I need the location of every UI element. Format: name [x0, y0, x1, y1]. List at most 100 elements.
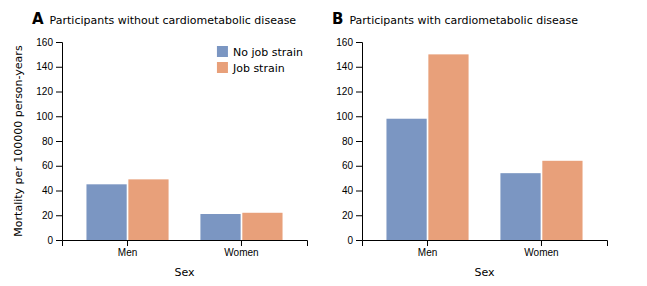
panel: 0 20 40 60 80 100 120 140 160 Men Women Sex Mortalit… — [12, 10, 308, 279]
legend-label: Job strain — [232, 62, 285, 75]
chart: 0 20 40 60 80 100 120 140 160 Men Women Sex Mortalit… — [0, 0, 647, 286]
bar — [428, 54, 468, 240]
panel-title: Participants without cardiometabolic dis… — [50, 14, 297, 27]
tick: 160 — [36, 37, 62, 48]
tick-label: 60 — [42, 160, 54, 171]
panel: 0 20 40 60 80 100 120 140 160 Men Women Sex B Partici… — [332, 10, 608, 279]
bar-series — [428, 54, 582, 240]
tick-mark — [427, 240, 428, 246]
tick-label: Men — [418, 247, 437, 258]
legend-item: No job strain — [217, 46, 303, 59]
panel-letter: A — [32, 10, 44, 28]
plot-area — [86, 179, 282, 240]
x-axis-title: Sex — [174, 266, 195, 279]
tick-label: 0 — [347, 235, 353, 246]
tick-mark — [356, 215, 362, 216]
tick: 0 — [47, 235, 62, 246]
tick-label: 80 — [342, 136, 354, 147]
tick-mark — [56, 191, 62, 192]
legend-swatch — [217, 46, 228, 57]
tick-label: 160 — [336, 37, 353, 48]
tick-mark — [56, 215, 62, 216]
tick-mark — [356, 92, 362, 93]
tick-mark — [56, 141, 62, 142]
bar — [386, 119, 426, 240]
panel-title: Participants with cardiometabolic diseas… — [349, 14, 578, 27]
bar — [128, 179, 168, 240]
y-axis-title: Mortality per 100000 person-years — [12, 45, 25, 237]
legend-swatch — [217, 62, 228, 73]
plot-area — [386, 54, 582, 240]
tick: 60 — [342, 160, 362, 171]
y-axis: 0 20 40 60 80 100 120 140 160 — [36, 37, 62, 246]
tick-mark — [127, 240, 128, 246]
tick-mark — [356, 42, 362, 43]
tick: 160 — [336, 37, 362, 48]
legend-item: Job strain — [217, 62, 285, 75]
tick: 100 — [336, 111, 362, 122]
bar-series — [128, 179, 282, 240]
tick-mark — [356, 141, 362, 142]
tick: 140 — [36, 61, 62, 72]
tick-mark — [56, 92, 62, 93]
tick: 100 — [36, 111, 62, 122]
tick-label: 140 — [336, 61, 353, 72]
bar — [500, 173, 540, 240]
tick-mark — [356, 240, 362, 241]
bar — [200, 214, 240, 240]
tick-label: 40 — [42, 185, 54, 196]
tick: 20 — [42, 210, 62, 221]
axis-line — [363, 241, 608, 247]
tick-label: 140 — [36, 61, 53, 72]
tick: Men — [418, 240, 437, 258]
tick-label: 60 — [342, 160, 354, 171]
tick-label: Women — [224, 247, 258, 258]
tick-label: 120 — [336, 86, 353, 97]
bar — [542, 161, 582, 240]
axis-line — [56, 43, 63, 241]
tick: 120 — [336, 86, 362, 97]
legend-label: No job strain — [233, 46, 303, 59]
tick: 80 — [42, 136, 62, 147]
tick: 140 — [336, 61, 362, 72]
tick-mark — [56, 67, 62, 68]
tick-label: 100 — [336, 111, 353, 122]
tick: Women — [524, 240, 558, 258]
tick-mark — [241, 240, 242, 246]
x-axis: Men Women — [363, 240, 608, 258]
tick-mark — [356, 67, 362, 68]
panel-letter: B — [332, 10, 343, 28]
bar — [242, 213, 282, 240]
tick: 80 — [342, 136, 362, 147]
tick-label: 100 — [36, 111, 53, 122]
tick: 60 — [42, 160, 62, 171]
tick-label: 20 — [42, 210, 54, 221]
x-axis-title: Sex — [474, 266, 495, 279]
tick-mark — [356, 116, 362, 117]
tick-label: 20 — [342, 210, 354, 221]
tick-label: 80 — [42, 136, 54, 147]
axis-line — [356, 43, 363, 241]
tick-mark — [356, 191, 362, 192]
legend: No job strain Job strain — [217, 46, 303, 75]
tick: 120 — [36, 86, 62, 97]
bar — [86, 184, 126, 240]
tick-label: 40 — [342, 185, 354, 196]
tick-label: Men — [118, 247, 137, 258]
tick: 40 — [42, 185, 62, 196]
tick-mark — [356, 166, 362, 167]
tick-label: 120 — [36, 86, 53, 97]
tick: 0 — [347, 235, 362, 246]
tick-mark — [56, 42, 62, 43]
axis-line — [63, 241, 308, 247]
tick-mark — [56, 116, 62, 117]
x-axis: Men Women — [63, 240, 308, 258]
tick-mark — [56, 240, 62, 241]
tick-mark — [56, 166, 62, 167]
y-axis: 0 20 40 60 80 100 120 140 160 — [336, 37, 362, 246]
tick-mark — [541, 240, 542, 246]
tick-label: Women — [524, 247, 558, 258]
tick: 20 — [342, 210, 362, 221]
tick: 40 — [342, 185, 362, 196]
tick-label: 160 — [36, 37, 53, 48]
